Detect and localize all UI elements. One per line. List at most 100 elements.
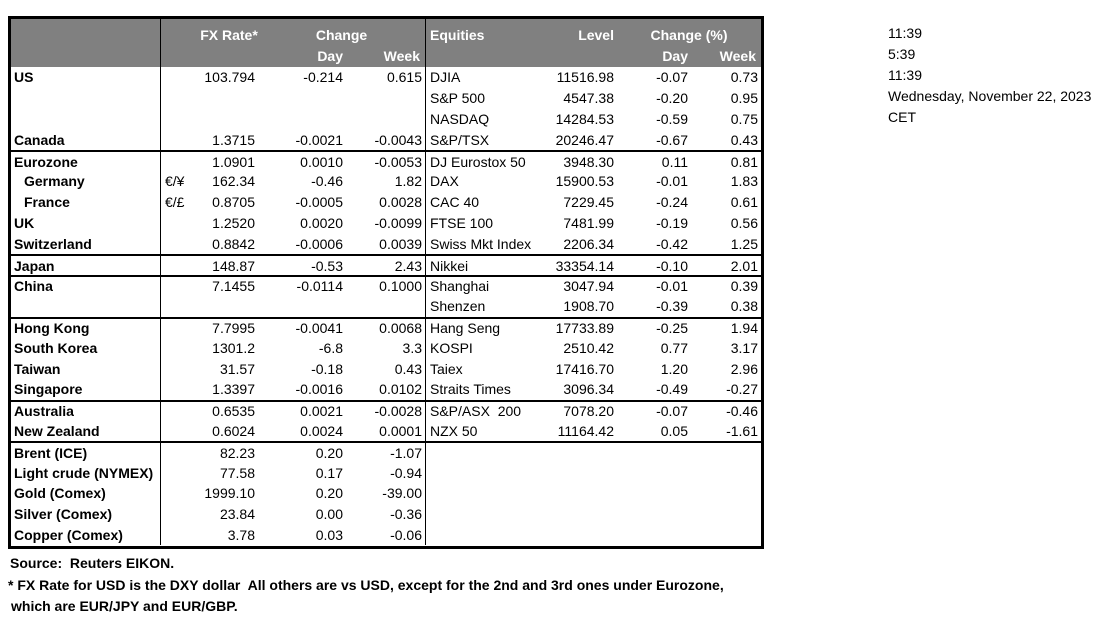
equity-day-change-value: 0.11 — [661, 153, 688, 170]
region-label: Light crude (NYMEX) — [11, 462, 161, 483]
fx-week-change-value: -0.94 — [390, 464, 422, 481]
equity-day-change-value: -0.59 — [656, 110, 688, 127]
fx-pair-label — [161, 525, 200, 546]
equity-day-change-value: -0.67 — [656, 131, 688, 148]
fx-change-header: Change — [315, 27, 368, 43]
fx-week-header: Week — [383, 48, 420, 64]
equity-day-change-value: -0.07 — [656, 403, 688, 420]
header-spacer — [11, 19, 161, 45]
equity-name: CAC 40 — [425, 191, 540, 213]
equity-day-change-value: -0.42 — [656, 235, 688, 252]
fx-week-change-value: 2.43 — [394, 257, 422, 274]
equity-day-change-value: -0.01 — [656, 173, 688, 190]
timezone-label: CET — [888, 109, 916, 125]
fx-rate-value: 3.78 — [227, 526, 255, 543]
fx-week-change-value: -39.00 — [382, 485, 422, 502]
table-header-row-1: FX Rate* Change Equities Level Change (%… — [11, 19, 761, 45]
fx-rate-value: 1301.2 — [212, 339, 255, 356]
table-row: NASDAQ 14284.53 -0.59 0.75 — [11, 108, 761, 130]
equity-name: Nikkei — [425, 256, 540, 275]
equities-week-header: Week — [719, 48, 756, 64]
equity-level-value: 2510.42 — [563, 339, 614, 356]
equity-name: S&P 500 — [425, 87, 540, 109]
equity-day-change-value: 0.05 — [660, 422, 688, 439]
local-time-3: 11:39 — [888, 67, 922, 83]
equity-level-value: 17416.70 — [555, 360, 614, 377]
equity-week-change-value: 3.17 — [730, 339, 758, 356]
fx-day-change-value: 0.20 — [315, 485, 343, 502]
fx-week-change-value — [346, 109, 425, 130]
equity-name: Shanghai — [425, 276, 540, 296]
fx-rate-value: 82.23 — [219, 444, 255, 461]
header-spacer — [161, 45, 200, 67]
equity-week-change-value: 1.83 — [730, 173, 758, 190]
equities-header: Equities — [425, 19, 540, 45]
fx-pair-label — [161, 67, 200, 88]
fx-pair-label — [161, 256, 200, 275]
fx-rate-value: 0.6024 — [212, 422, 255, 439]
local-time-2: 5:39 — [888, 46, 916, 62]
table-row: US 103.794 -0.214 0.615 DJIA 11516.98 -0… — [11, 67, 761, 88]
equity-week-change-value: 0.38 — [730, 298, 758, 315]
fx-rate-value: 1.0901 — [212, 153, 255, 170]
fx-rate-value: 77.58 — [219, 464, 255, 481]
equity-week-change-value: 2.01 — [730, 257, 758, 274]
equity-level-value: 1908.70 — [563, 298, 614, 315]
fx-pair-label — [161, 296, 200, 317]
fx-rate-value: 162.34 — [212, 173, 255, 190]
fx-rate-value: 7.7995 — [212, 319, 255, 336]
equity-week-change-value: 2.96 — [730, 360, 758, 377]
fx-day-change-value: -0.46 — [311, 173, 343, 190]
fx-day-change-value: -0.18 — [311, 360, 343, 377]
fx-pair-label — [161, 129, 200, 150]
equity-name: S&P/TSX — [425, 129, 540, 151]
equity-week-change-value: 0.95 — [730, 90, 758, 107]
fx-day-change-value: 0.0021 — [300, 403, 343, 420]
fx-pair-label — [161, 462, 200, 483]
table-row: Copper (Comex) 3.78 0.03 -0.06 — [11, 524, 761, 546]
local-time-1: 11:39 — [888, 25, 922, 41]
region-label — [11, 295, 161, 317]
fx-week-change-value — [346, 296, 425, 317]
equity-week-change-value: 0.73 — [730, 69, 758, 86]
region-label: Hong Kong — [11, 318, 161, 338]
region-label: Brent (ICE) — [11, 443, 161, 463]
equity-level-value: 11516.98 — [556, 69, 614, 86]
equity-day-change-value: -0.20 — [656, 90, 688, 107]
table-row: South Korea 1301.2 -6.8 3.3 KOSPI 2510.4… — [11, 337, 761, 359]
table-row: Brent (ICE) 82.23 0.20 -1.07 — [11, 441, 761, 463]
fx-rate-value: 0.8705 — [212, 194, 255, 211]
fx-rate-value: 148.87 — [212, 257, 255, 274]
equity-level-value: 7078.20 — [563, 403, 614, 420]
equity-day-change-value: -0.01 — [656, 278, 688, 295]
footnote-line-1: * FX Rate for USD is the DXY dollar All … — [8, 577, 724, 593]
market-data-table: FX Rate* Change Equities Level Change (%… — [8, 16, 764, 549]
fx-week-change-value: -0.36 — [390, 506, 422, 523]
header-spacer — [11, 45, 161, 67]
region-label: US — [11, 67, 161, 88]
equity-name — [425, 524, 540, 546]
fx-rate-value: 23.84 — [219, 506, 255, 523]
fx-rate-value: 1.3715 — [212, 131, 255, 148]
equity-name — [425, 503, 540, 525]
fx-pair-label — [161, 233, 200, 254]
fx-day-change-value: -0.214 — [303, 69, 343, 86]
fx-pair-label — [161, 319, 200, 338]
fx-day-change-value: 0.17 — [315, 464, 343, 481]
fx-day-change-value: -0.53 — [311, 257, 343, 274]
fx-rate-value: 0.6535 — [212, 403, 255, 420]
equity-level-value: 7229.45 — [563, 194, 614, 211]
equity-name: KOSPI — [425, 337, 540, 359]
equities-change-pct-header: Change (%) — [650, 27, 728, 43]
equity-name — [425, 462, 540, 483]
fx-week-change-value: 0.0102 — [379, 381, 422, 398]
table-row: Canada 1.3715 -0.0021 -0.0043 S&P/TSX 20… — [11, 129, 761, 151]
fx-week-change-value: 0.1000 — [379, 278, 422, 295]
equity-name: Straits Times — [425, 378, 540, 400]
table-row: Eurozone 1.0901 0.0010 -0.0053 DJ Eurost… — [11, 150, 761, 171]
region-label: UK — [11, 212, 161, 234]
equity-level-value: 33354.14 — [555, 257, 614, 274]
equity-name — [425, 443, 540, 463]
equity-week-change-value: 1.94 — [730, 319, 758, 336]
